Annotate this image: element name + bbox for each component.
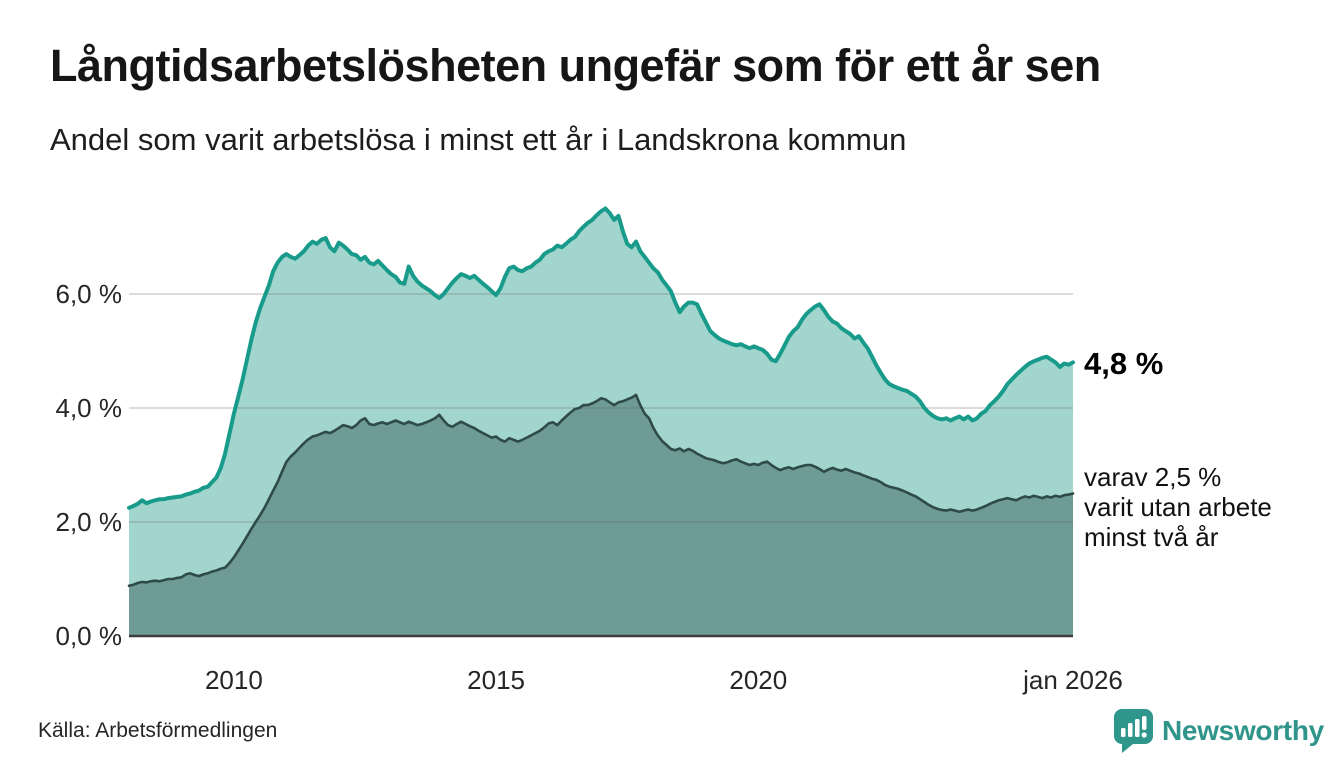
y-tick-label-6: 6,0 % xyxy=(56,279,123,309)
x-tick-label-2010: 2010 xyxy=(205,665,263,695)
series-area-2 xyxy=(129,394,1073,636)
newsworthy-bubble-chart-icon xyxy=(1114,709,1153,753)
series-line-2 xyxy=(127,393,1075,588)
series-line-1 xyxy=(127,206,1075,510)
source-note: Källa: Arbetsförmedlingen xyxy=(38,719,278,742)
end-value-annotation: 4,8 % xyxy=(1084,346,1164,381)
sub-series-annotation: varav 2,5 % varit utan arbete minst två … xyxy=(1084,462,1272,552)
y-tick-label-0: 0,0 % xyxy=(56,621,123,651)
y-tick-label-4: 4,0 % xyxy=(56,393,123,423)
page-subtitle: Andel som varit arbetslösa i minst ett å… xyxy=(50,122,907,157)
x-tick-label-2015: 2015 xyxy=(467,665,525,695)
sub-annotation-line-2: varit utan arbete xyxy=(1084,492,1272,522)
page-title: Långtidsarbetslösheten ungefär som för e… xyxy=(50,40,1101,91)
x-tick-label-2026: jan 2026 xyxy=(1022,665,1123,695)
newsworthy-wordmark: Newsworthy xyxy=(1162,715,1324,746)
y-tick-label-2: 2,0 % xyxy=(56,507,123,537)
sub-annotation-line-3: minst två år xyxy=(1084,522,1219,552)
newsworthy-logo: Newsworthy xyxy=(1112,708,1324,754)
x-tick-label-2020: 2020 xyxy=(729,665,787,695)
sub-annotation-line-1: varav 2,5 % xyxy=(1084,462,1222,492)
